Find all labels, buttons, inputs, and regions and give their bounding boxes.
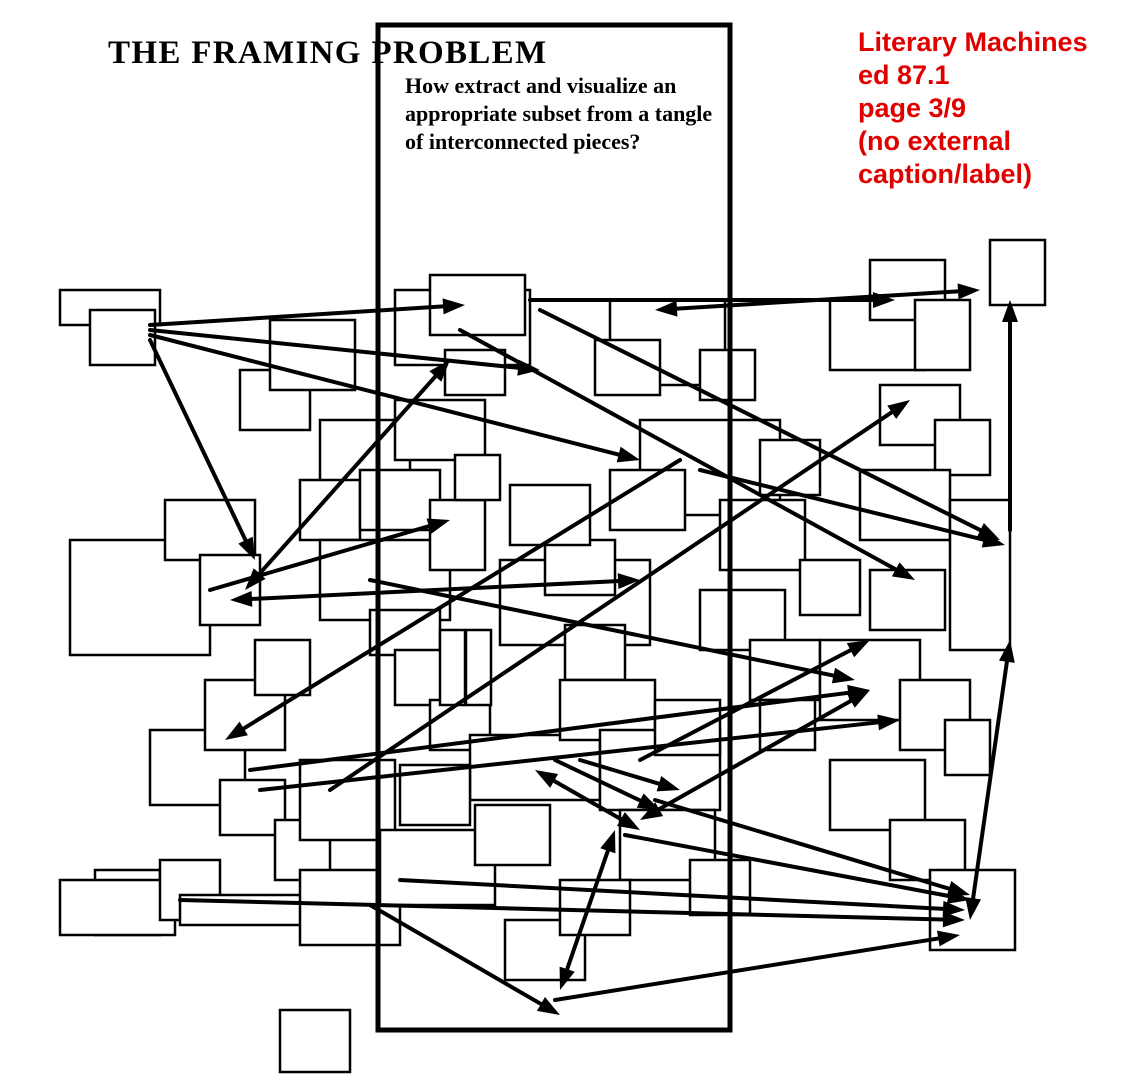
tangle-box (950, 500, 1010, 650)
tangle-box (945, 720, 990, 775)
source-annotation: Literary Machines ed 87.1 page 3/9 (no e… (858, 26, 1088, 191)
tangle-box (595, 340, 660, 395)
tangle-box (870, 570, 945, 630)
arrowhead-icon (617, 447, 640, 463)
arrowhead-icon (958, 283, 980, 299)
tangle-box (300, 480, 360, 540)
tangle-box (90, 310, 155, 365)
tangle-box (280, 1010, 350, 1072)
tangle-box (470, 735, 600, 800)
arrowhead-icon (600, 830, 615, 853)
tangle-box (255, 640, 310, 695)
diagram-subtitle: How extract and visualize an appropriate… (405, 72, 720, 156)
tangle-box (445, 350, 505, 395)
tangle-box (935, 420, 990, 475)
boxes-layer (60, 240, 1045, 1072)
tangle-box (690, 860, 750, 915)
tangle-box (475, 805, 550, 865)
tangle-box (800, 560, 860, 615)
tangle-box (565, 625, 625, 680)
tangle-box (915, 300, 970, 370)
tangle-box (440, 630, 465, 705)
tangle-box (430, 500, 485, 570)
tangle-box (60, 880, 175, 935)
tangle-box (510, 485, 590, 545)
diagram-title: THE FRAMING PROBLEM (108, 35, 547, 72)
tangle-box (300, 760, 395, 840)
tangle-box (545, 540, 615, 595)
tangle-box (270, 320, 355, 390)
tangle-box (990, 240, 1045, 305)
tangle-box (455, 455, 500, 500)
link-arrow (555, 937, 948, 1000)
